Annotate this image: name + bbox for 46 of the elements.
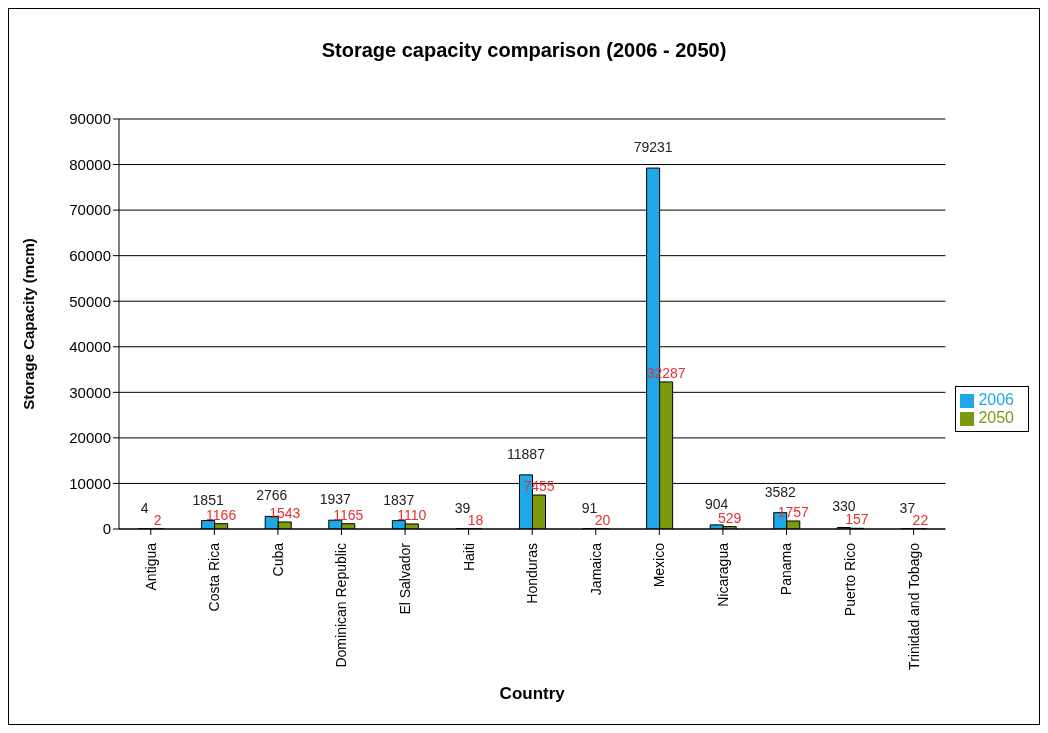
y-tick-label: 0: [102, 520, 111, 538]
x-axis-title: Country: [499, 684, 566, 703]
x-tick-label: Panama: [778, 542, 795, 596]
data-label: 529: [718, 509, 742, 526]
data-label: 1110: [397, 506, 427, 523]
x-tick-label: Trinidad and Tobago: [905, 542, 922, 670]
data-label: 1837: [383, 491, 415, 508]
x-tick-label: Honduras: [524, 543, 541, 604]
data-label: 4: [140, 499, 149, 516]
data-label: 2766: [256, 487, 288, 504]
data-label: 39: [454, 499, 471, 516]
data-label: 79231: [633, 139, 673, 156]
y-tick-label: 80000: [69, 155, 111, 173]
x-tick-label: Dominican Republic: [333, 543, 350, 668]
y-axis-title: Storage Capacity (mcm): [20, 238, 38, 410]
y-tick-label: 40000: [69, 338, 111, 356]
data-label: 2: [153, 511, 162, 528]
x-tick-label: Cuba: [269, 542, 286, 577]
x-tick-label: Jamaica: [587, 542, 604, 596]
data-label: 3582: [764, 483, 797, 500]
data-label: 1851: [192, 491, 224, 508]
legend-label: 2050: [978, 409, 1014, 426]
chart-title: Storage capacity comparison (2006 - 2050): [320, 38, 728, 63]
data-label: 91: [581, 499, 598, 516]
data-label: 1757: [777, 504, 810, 520]
data-label: 1543: [269, 504, 301, 521]
data-label: 904: [705, 495, 729, 512]
x-tick-label: Haiti: [460, 543, 477, 572]
y-tick-label: 30000: [69, 383, 111, 401]
data-label: 11887: [507, 445, 546, 462]
x-tick-label: Nicaragua: [714, 542, 731, 607]
legend-label: 2006: [978, 391, 1014, 408]
y-tick-label: 70000: [69, 201, 111, 219]
x-tick-label: Costa Rica: [206, 542, 223, 612]
y-tick-label: 50000: [69, 292, 111, 310]
x-tick-label: El Salvador: [397, 542, 414, 615]
y-tick-label: 90000: [69, 110, 111, 128]
y-tick-label: 60000: [69, 246, 111, 264]
data-label: 1937: [319, 491, 352, 508]
data-label: 1166: [206, 506, 237, 523]
x-tick-label: Antigua: [142, 542, 159, 591]
x-tick-label: Mexico: [651, 542, 668, 588]
y-tick-label: 20000: [69, 429, 111, 447]
data-label: 1165: [333, 506, 364, 523]
x-tick-label: Puerto Rico: [842, 542, 859, 617]
y-tick-label: 10000: [69, 474, 111, 492]
